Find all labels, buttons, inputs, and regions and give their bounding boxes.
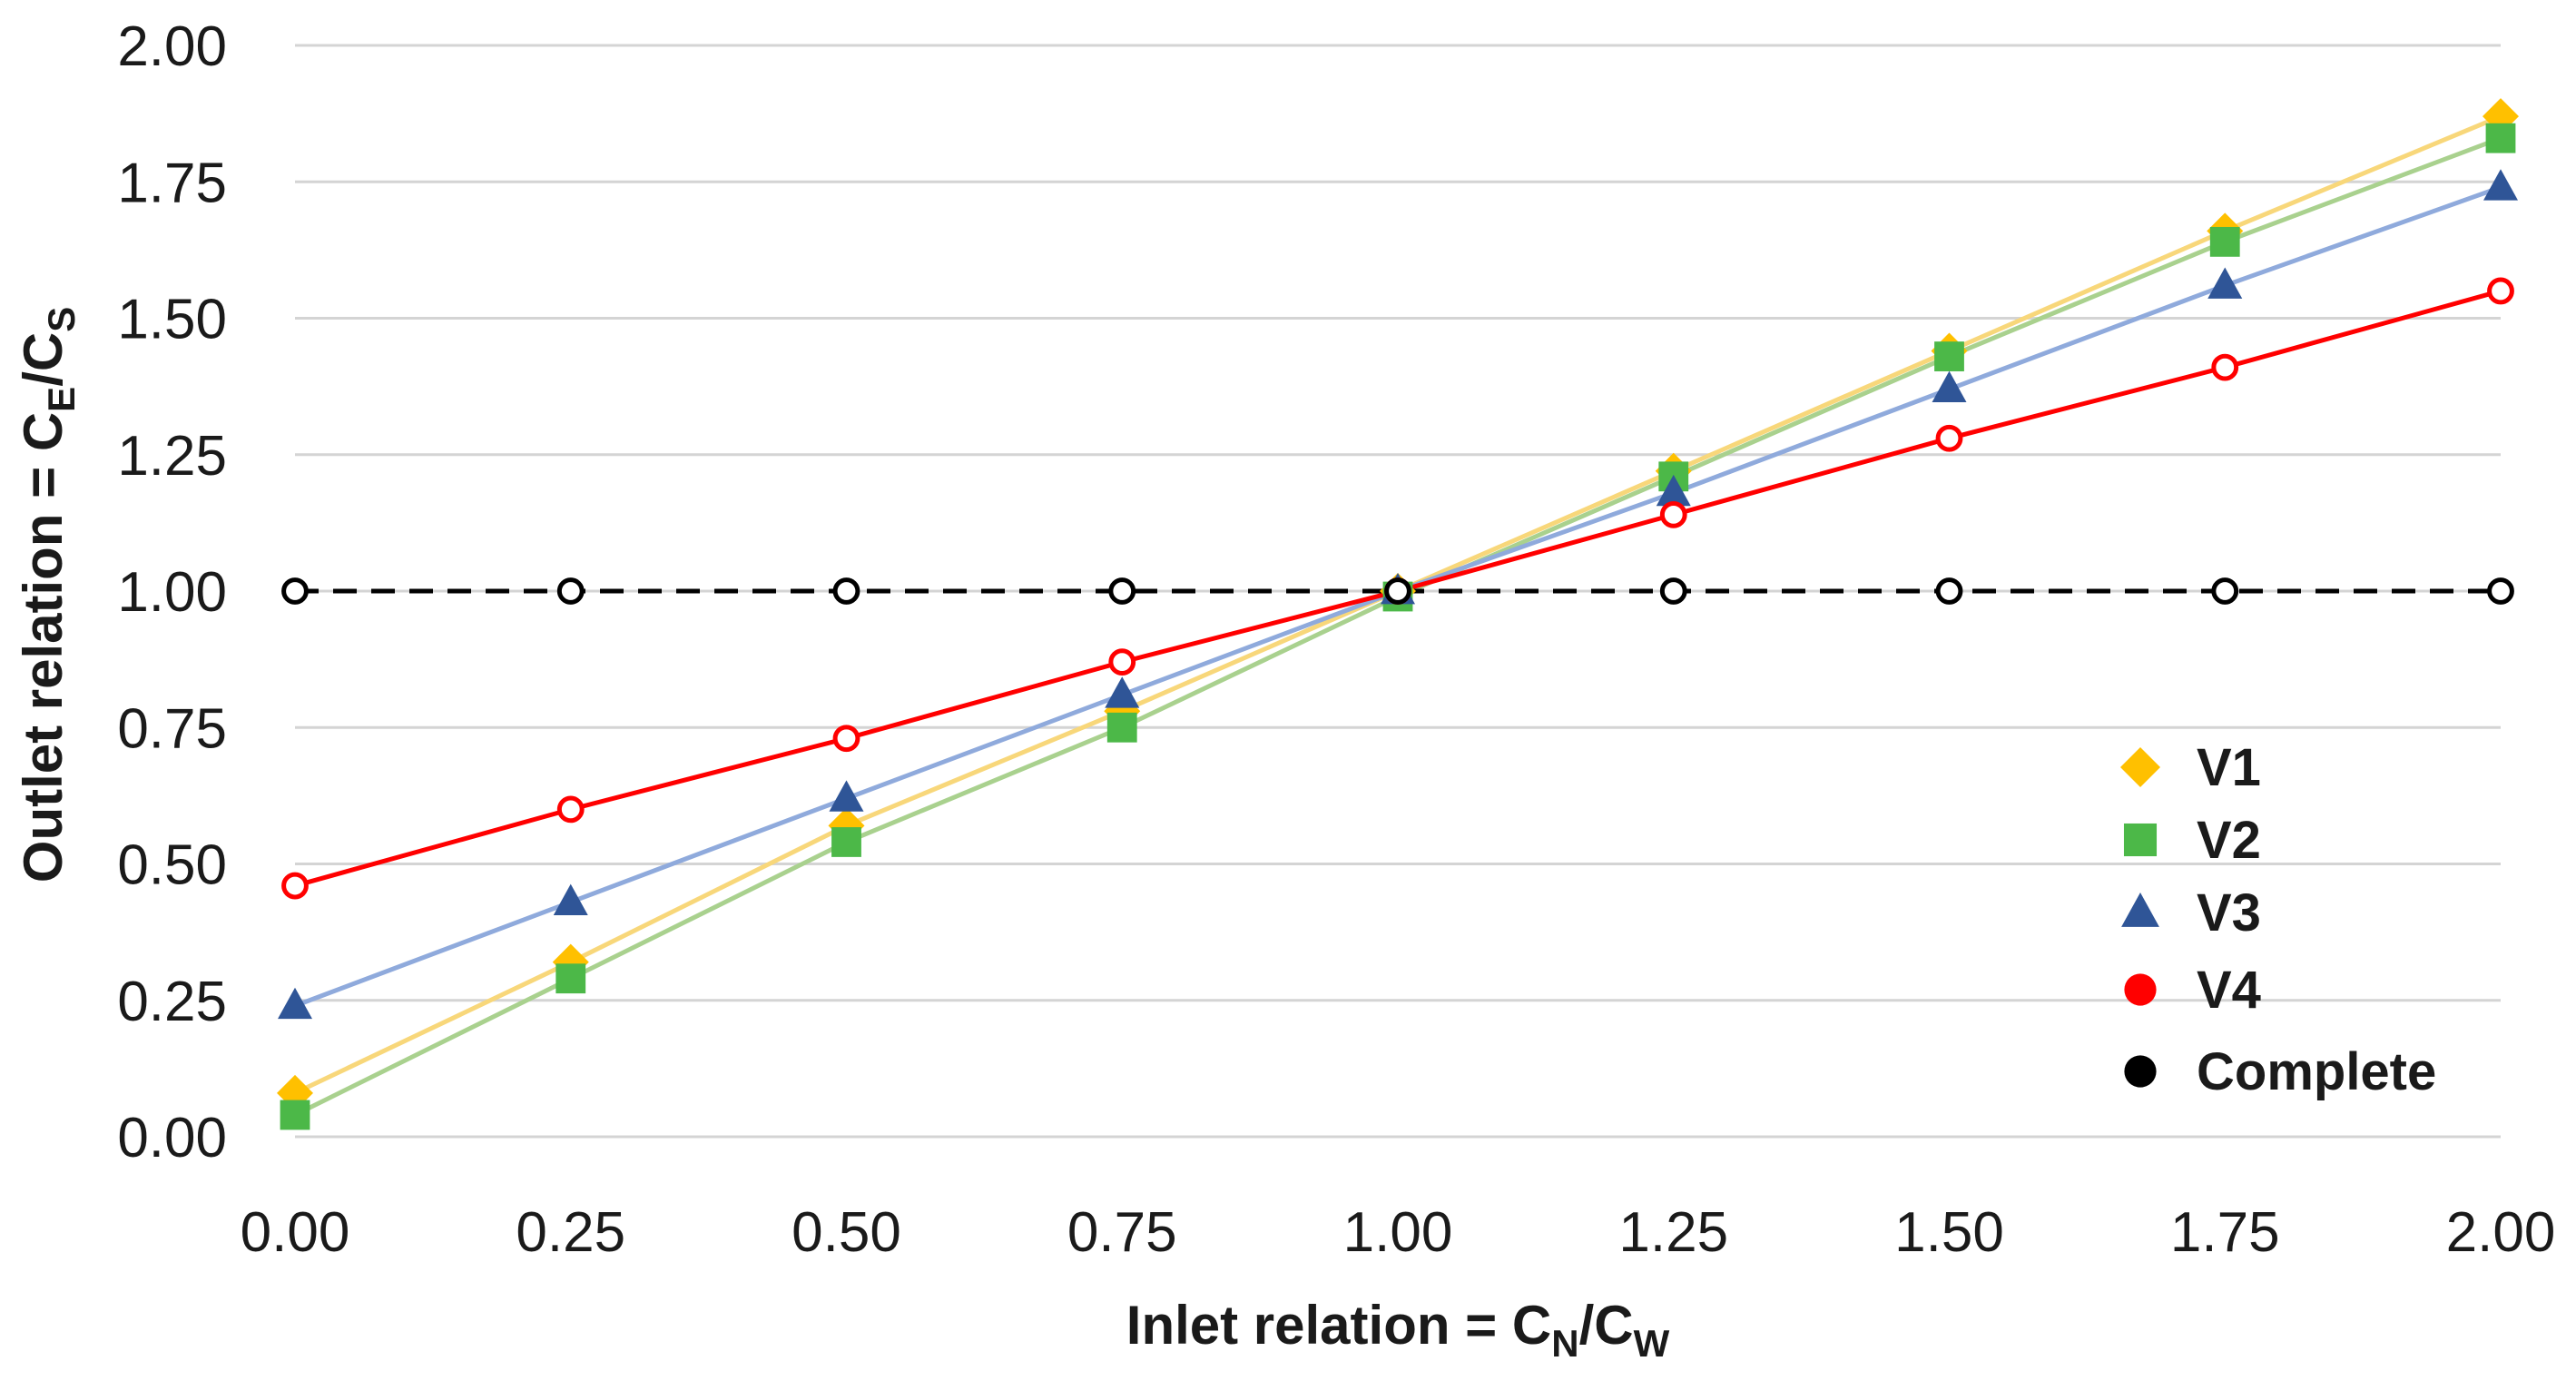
data-point-v3: [829, 780, 864, 812]
data-point-complete: [281, 577, 309, 605]
y-tick-label: 2.00: [117, 15, 227, 78]
x-tick-label: 1.50: [1894, 1201, 2004, 1264]
y-tick-label: 0.75: [117, 697, 227, 760]
y-tick-label: 1.00: [117, 561, 227, 624]
data-point-v4: [1935, 424, 1963, 452]
data-point-v3: [553, 883, 588, 915]
legend-marker-v1: [2120, 747, 2160, 787]
y-tick-label: 1.50: [117, 289, 227, 351]
legend: V1 V2 V3 V4 Complete: [2120, 738, 2436, 1101]
data-point-complete: [2211, 577, 2239, 605]
series-line-v2: [293, 135, 2502, 1118]
legend-marker-v2: [2123, 823, 2158, 857]
y-tick-label: 0.25: [117, 971, 227, 1033]
data-point-v3: [278, 987, 312, 1020]
data-point-v2: [280, 1100, 310, 1130]
x-tick-label: 0.00: [241, 1201, 350, 1264]
y-tick-label: 0.50: [117, 834, 227, 897]
legend-label-v3: V3: [2197, 883, 2261, 942]
data-point-v4: [1659, 500, 1687, 528]
x-tick-label: 1.25: [1618, 1201, 1728, 1264]
x-tick-label: 1.75: [2170, 1201, 2280, 1264]
data-point-v3: [1105, 676, 1140, 708]
legend-label-v1: V1: [2197, 738, 2261, 797]
y-tick-label: 1.75: [117, 152, 227, 214]
data-point-v3: [1656, 474, 1691, 507]
legend-marker-v4: [2124, 973, 2157, 1006]
legend-label-complete: Complete: [2197, 1042, 2436, 1101]
legend-label-v2: V2: [2197, 811, 2261, 870]
x-axis-title: Inlet relation = CN/CW: [1126, 1295, 1670, 1365]
legend-label-v4: V4: [2197, 961, 2261, 1020]
data-point-v4: [556, 795, 585, 824]
y-axis-ticks: 0.00 0.25 0.50 0.75 1.00 1.25 1.50 1.75 2.00: [117, 15, 227, 1169]
data-point-v4: [281, 872, 309, 900]
series: [277, 98, 2519, 1130]
data-point-v2: [1106, 712, 1137, 743]
x-tick-label: 1.00: [1343, 1201, 1453, 1264]
legend-marker-v3: [2121, 893, 2159, 927]
data-point-v2: [2485, 123, 2516, 153]
x-tick-label: 0.50: [791, 1201, 901, 1264]
data-point-complete: [2487, 577, 2514, 605]
data-point-complete: [1659, 577, 1687, 605]
data-point-v2: [831, 827, 861, 857]
data-point-v4: [2211, 353, 2239, 381]
y-tick-label: 0.00: [117, 1107, 227, 1169]
data-point-complete: [556, 577, 585, 605]
data-point-v4: [832, 725, 860, 753]
data-point-complete: [1384, 577, 1411, 605]
data-point-v3: [2207, 267, 2243, 299]
y-tick-label: 1.25: [117, 425, 227, 488]
data-point-v2: [1934, 341, 1964, 371]
data-point-v3: [1932, 370, 1967, 403]
legend-marker-complete: [2124, 1055, 2157, 1088]
data-point-complete: [1935, 577, 1963, 605]
data-point-v2: [556, 963, 586, 994]
data-point-complete: [1108, 577, 1136, 605]
y-axis-title: Outlet relation = CE/CS: [13, 307, 83, 883]
x-axis-ticks: 0.00 0.25 0.50 0.75 1.00 1.25 1.50 1.75 2.00: [241, 1201, 2556, 1264]
x-tick-label: 2.00: [2446, 1201, 2556, 1264]
data-point-complete: [832, 577, 860, 605]
x-tick-label: 0.75: [1067, 1201, 1177, 1264]
x-tick-label: 0.25: [516, 1201, 625, 1264]
data-point-v2: [2209, 226, 2240, 257]
data-point-v4: [1108, 648, 1136, 676]
data-point-v3: [2483, 169, 2518, 201]
data-point-v4: [2487, 277, 2514, 305]
